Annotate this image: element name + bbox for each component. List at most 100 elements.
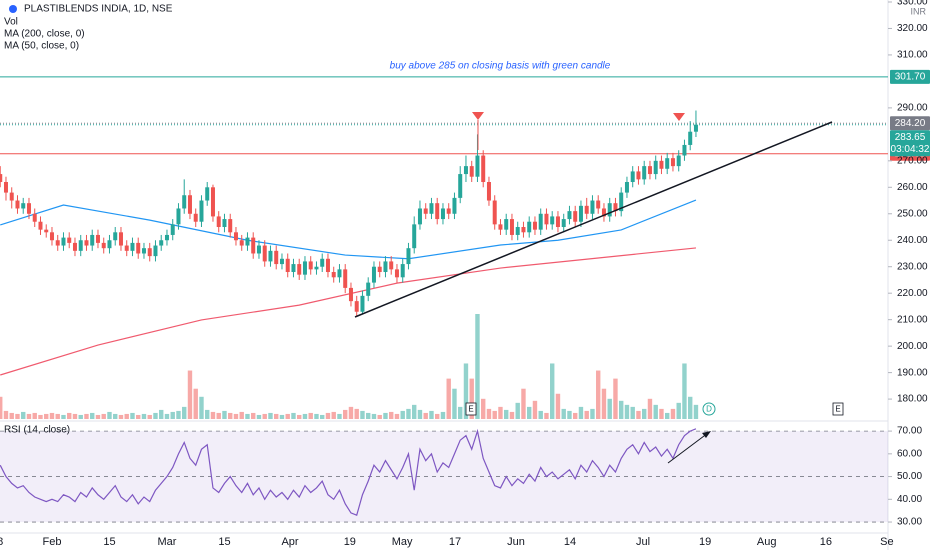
rsi-trend-arrow <box>667 432 709 464</box>
volume-bar <box>216 412 221 419</box>
candle-body <box>164 234 169 241</box>
volume-bar <box>159 409 164 419</box>
candle-body <box>532 221 537 230</box>
volume-bar <box>412 404 417 419</box>
x-tick-label: 19 <box>699 536 711 548</box>
candle-body <box>394 269 399 278</box>
candle-body <box>233 232 238 241</box>
candle-body <box>147 248 152 257</box>
candle-body <box>216 216 221 228</box>
volume-bar <box>348 406 354 419</box>
volume-bar <box>49 412 55 419</box>
y-tick-label: 180.00 <box>897 394 928 405</box>
level-tag-label: 284.20 <box>895 118 926 129</box>
volume-bar <box>452 388 457 419</box>
volume-bar <box>239 411 244 419</box>
candle-body <box>371 266 376 283</box>
candle-body <box>601 208 606 217</box>
candle-body <box>176 208 181 225</box>
symbol-icon <box>9 5 17 13</box>
volume-bar <box>279 414 285 419</box>
level-tag <box>890 69 930 84</box>
candle-body <box>291 264 296 273</box>
x-tick-label: 8 <box>0 536 3 548</box>
event-label: E <box>835 405 840 414</box>
candle-body <box>205 187 210 201</box>
volume-bar <box>15 413 20 419</box>
candle-body <box>676 155 681 167</box>
volume-bar <box>245 413 250 419</box>
volume-bar <box>532 400 538 419</box>
candle-body <box>0 174 3 183</box>
volume-bar <box>423 412 428 419</box>
candle-body <box>440 208 445 220</box>
rsi-y-tick-label: 50.00 <box>897 471 922 482</box>
candle-body <box>343 269 348 288</box>
candle-body <box>458 174 463 198</box>
candle-body <box>67 237 72 243</box>
candle-body <box>337 269 342 278</box>
volume-bar <box>458 406 463 419</box>
volume-bar <box>147 414 152 419</box>
volume-bar <box>187 370 193 419</box>
volume-bar <box>124 413 129 419</box>
candle-body <box>113 232 118 241</box>
symbol-title: PLASTIBLENDS INDIA, 1D, NSE <box>24 4 173 15</box>
volume-bar <box>291 412 296 419</box>
candle-body <box>251 237 256 254</box>
candle-body <box>670 158 675 167</box>
volume-bar <box>26 413 32 419</box>
volume-bar <box>61 414 66 419</box>
candle-body <box>406 248 411 265</box>
candle-body <box>538 213 543 230</box>
volume-bar <box>113 413 118 419</box>
candle-body <box>199 200 204 222</box>
x-tick-label: Feb <box>42 536 61 548</box>
volume-bar <box>498 406 503 419</box>
volume-bar <box>164 413 170 419</box>
candle-body <box>688 131 693 145</box>
candle-body <box>26 203 31 214</box>
volume-bar <box>440 411 446 419</box>
moving-average <box>0 199 697 260</box>
candle-body <box>665 158 670 169</box>
event-label: E <box>468 405 473 414</box>
volume-bar <box>492 410 497 419</box>
rsi-line <box>0 428 697 517</box>
volume-bar <box>676 402 681 419</box>
volume-bar <box>256 414 262 419</box>
candle-body <box>285 258 290 273</box>
candle-body <box>78 240 83 251</box>
volume-bar <box>406 408 411 419</box>
earnings-icon <box>832 402 844 416</box>
candle-body <box>297 264 302 275</box>
candle-body <box>3 182 8 193</box>
volume-bar <box>268 412 273 419</box>
candle-body <box>222 219 227 228</box>
candle-body <box>268 250 273 262</box>
annotation: buy above 285 on closing basis with gree… <box>390 61 611 72</box>
candle-body <box>452 197 457 214</box>
volume-bar <box>360 410 365 419</box>
candle-body <box>325 258 330 273</box>
y-tick-label: 250.00 <box>897 208 928 219</box>
volume-bar <box>101 413 106 419</box>
candle-body <box>61 237 66 246</box>
volume-bar <box>642 408 647 419</box>
volume-bar <box>95 414 101 419</box>
candle-body <box>44 229 49 233</box>
volume-bar <box>509 411 515 419</box>
y-tick-label: 220.00 <box>897 288 928 299</box>
volume-bar <box>222 410 227 419</box>
candle-body <box>446 208 451 214</box>
volume-bar <box>0 396 3 419</box>
volume-bar <box>84 413 89 419</box>
volume-bar <box>647 398 653 419</box>
candle-body <box>302 261 307 275</box>
candle-body <box>527 221 532 233</box>
volume-bar <box>619 400 624 419</box>
candle-body <box>400 264 405 278</box>
candle-body <box>228 219 233 233</box>
volume-bar <box>3 410 9 419</box>
